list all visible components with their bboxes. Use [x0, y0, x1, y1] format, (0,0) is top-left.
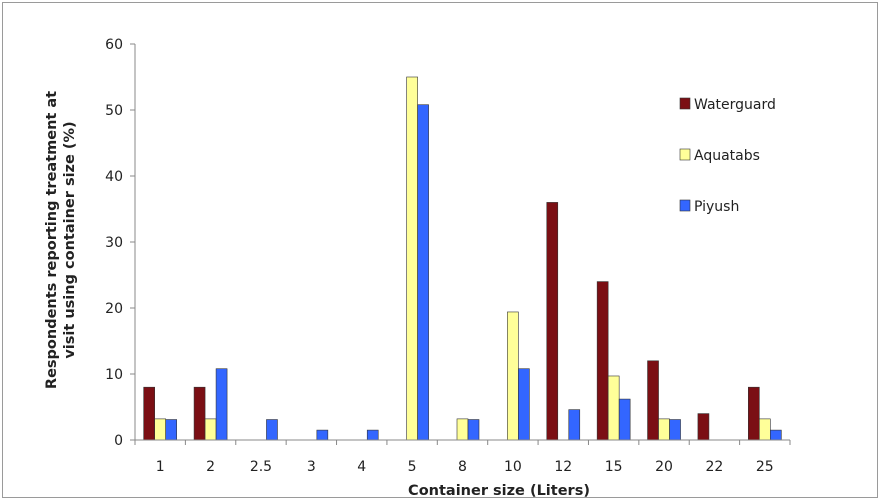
bar-piyush-1	[165, 419, 177, 441]
bar-waterguard-20	[647, 360, 659, 441]
bar-aquatabs-2	[204, 418, 217, 441]
y-tick-label: 10	[105, 367, 123, 383]
y-axis-title-line-2: visit using container size (%)	[62, 121, 78, 358]
bar-waterguard-2	[193, 386, 206, 441]
bar-waterguard-1	[143, 386, 155, 441]
x-tick-label: 4	[357, 459, 366, 475]
x-tick-label: 25	[756, 459, 774, 475]
bar-piyush-10	[518, 368, 530, 441]
legend-label-piyush: Piyush	[694, 199, 739, 215]
legend-swatch-aquatabs	[679, 148, 691, 161]
bar-piyush-3	[316, 429, 329, 441]
x-tick-label: 2	[206, 459, 215, 475]
x-tick-label: 20	[655, 459, 673, 475]
bar-aquatabs-15	[607, 375, 620, 441]
y-axis-title-line-1: Respondents reporting treatment at	[44, 91, 60, 389]
y-tick-label: 30	[105, 235, 123, 251]
y-tick-label: 40	[105, 169, 123, 185]
bar-waterguard-25	[748, 386, 760, 441]
x-tick-labels: 1 2 2.5 3 4 5 8 10 12 15 20 22 25	[156, 459, 774, 475]
bar-waterguard-12	[546, 202, 559, 441]
legend-label-waterguard: Waterguard	[694, 97, 776, 113]
y-axis-title: Respondents reporting treatment at visit…	[44, 91, 78, 389]
bar-piyush-25	[770, 429, 782, 441]
y-tick-label: 60	[105, 37, 123, 53]
y-tick-label: 20	[105, 301, 123, 317]
bar-waterguard-22	[697, 413, 710, 441]
bar-waterguard-15	[596, 281, 609, 441]
bar-piyush-20	[669, 419, 681, 441]
y-tick-label: 50	[105, 103, 123, 119]
x-tick-label: 5	[408, 459, 417, 475]
bar-piyush-2.5	[266, 419, 278, 441]
bar-aquatabs-1	[154, 418, 166, 441]
legend-swatch-piyush	[679, 199, 691, 212]
bars-layer	[143, 76, 782, 441]
y-tick-label: 0	[114, 433, 123, 449]
bar-aquatabs-10	[507, 311, 519, 441]
y-tick-labels: 0 10 20 30 40 50 60	[105, 37, 123, 449]
x-tick-label: 10	[504, 459, 522, 475]
x-tick-label: 15	[605, 459, 623, 475]
bar-piyush-8	[467, 419, 480, 441]
legend-label-aquatabs: Aquatabs	[694, 148, 760, 164]
bar-aquatabs-20	[658, 418, 670, 441]
x-tick-label: 2.5	[250, 459, 272, 475]
bar-aquatabs-5	[406, 76, 418, 441]
bar-piyush-12	[568, 409, 581, 441]
x-tick-label: 12	[554, 459, 572, 475]
legend: Waterguard Aquatabs Piyush	[679, 97, 776, 215]
axes-layer	[130, 43, 791, 445]
x-tick-label: 22	[706, 459, 724, 475]
x-axis-title: Container size (Liters)	[408, 483, 590, 499]
legend-swatch-waterguard	[679, 97, 691, 110]
x-tick-label: 3	[307, 459, 316, 475]
x-tick-label: 8	[458, 459, 467, 475]
bar-piyush-2	[215, 368, 228, 441]
bar-aquatabs-8	[456, 418, 469, 441]
bar-piyush-15	[618, 398, 631, 441]
bar-piyush-5	[417, 104, 429, 441]
x-tick-label: 1	[156, 459, 165, 475]
bar-aquatabs-25	[759, 418, 771, 441]
bar-piyush-4	[366, 429, 379, 441]
